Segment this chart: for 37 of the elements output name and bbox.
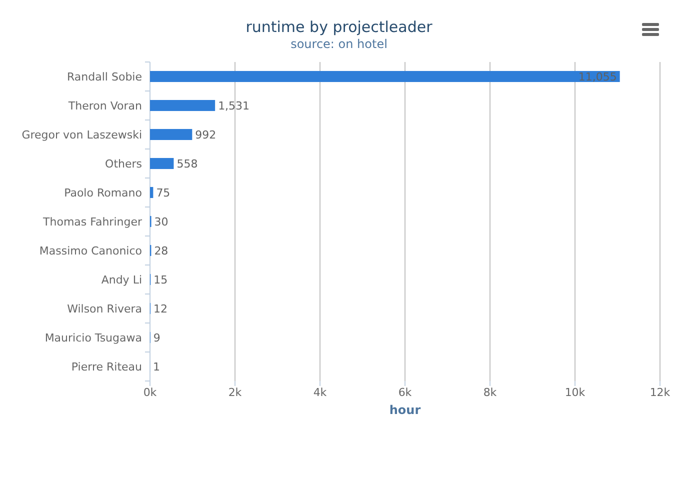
chart-title: runtime by projectleader bbox=[246, 18, 434, 36]
data-label: 30 bbox=[154, 216, 168, 228]
data-label: 9 bbox=[153, 332, 160, 344]
y-tick-label: Massimo Canonico bbox=[39, 244, 142, 258]
x-tick-label: 12k bbox=[650, 386, 671, 399]
x-tick-label: 2k bbox=[228, 386, 242, 399]
x-tick-label: 4k bbox=[313, 386, 328, 399]
y-tick-label: Mauricio Tsugawa bbox=[44, 332, 142, 344]
data-label: 992 bbox=[195, 128, 216, 142]
x-tick-label: 6k bbox=[398, 386, 412, 399]
y-tick-label: Theron Voran bbox=[67, 100, 142, 112]
data-label: 15 bbox=[154, 274, 168, 286]
y-tick-label: Randall Sobie bbox=[67, 70, 142, 84]
data-label: 11,055 bbox=[578, 70, 617, 84]
chart-subtitle: source: on hotel bbox=[290, 37, 388, 51]
data-label: 558 bbox=[176, 158, 198, 170]
y-tick-label: Andy Li bbox=[101, 274, 142, 286]
y-tick-label: Others bbox=[105, 158, 142, 170]
y-tick-label: Wilson Rivera bbox=[67, 302, 142, 316]
y-tick-label: Pierre Riteau bbox=[71, 360, 142, 374]
x-tick-label: 10k bbox=[564, 386, 586, 399]
y-tick-label: Paolo Romano bbox=[64, 186, 142, 200]
y-tick-label: Thomas Fahringer bbox=[42, 216, 142, 228]
data-label: 75 bbox=[156, 186, 170, 200]
x-tick-label: 8k bbox=[483, 386, 498, 399]
data-label: 1,531 bbox=[218, 100, 250, 112]
x-tick-label: 0k bbox=[143, 386, 158, 399]
bar bbox=[150, 100, 216, 112]
x-axis-title: hour bbox=[389, 403, 421, 417]
bar bbox=[150, 186, 154, 198]
y-tick-label: Gregor von Laszewski bbox=[22, 128, 142, 142]
data-label: 1 bbox=[153, 360, 160, 374]
bar bbox=[150, 70, 620, 82]
data-label: 28 bbox=[154, 244, 168, 258]
bar bbox=[150, 158, 174, 170]
bar bbox=[150, 128, 192, 140]
data-label: 12 bbox=[154, 302, 168, 316]
